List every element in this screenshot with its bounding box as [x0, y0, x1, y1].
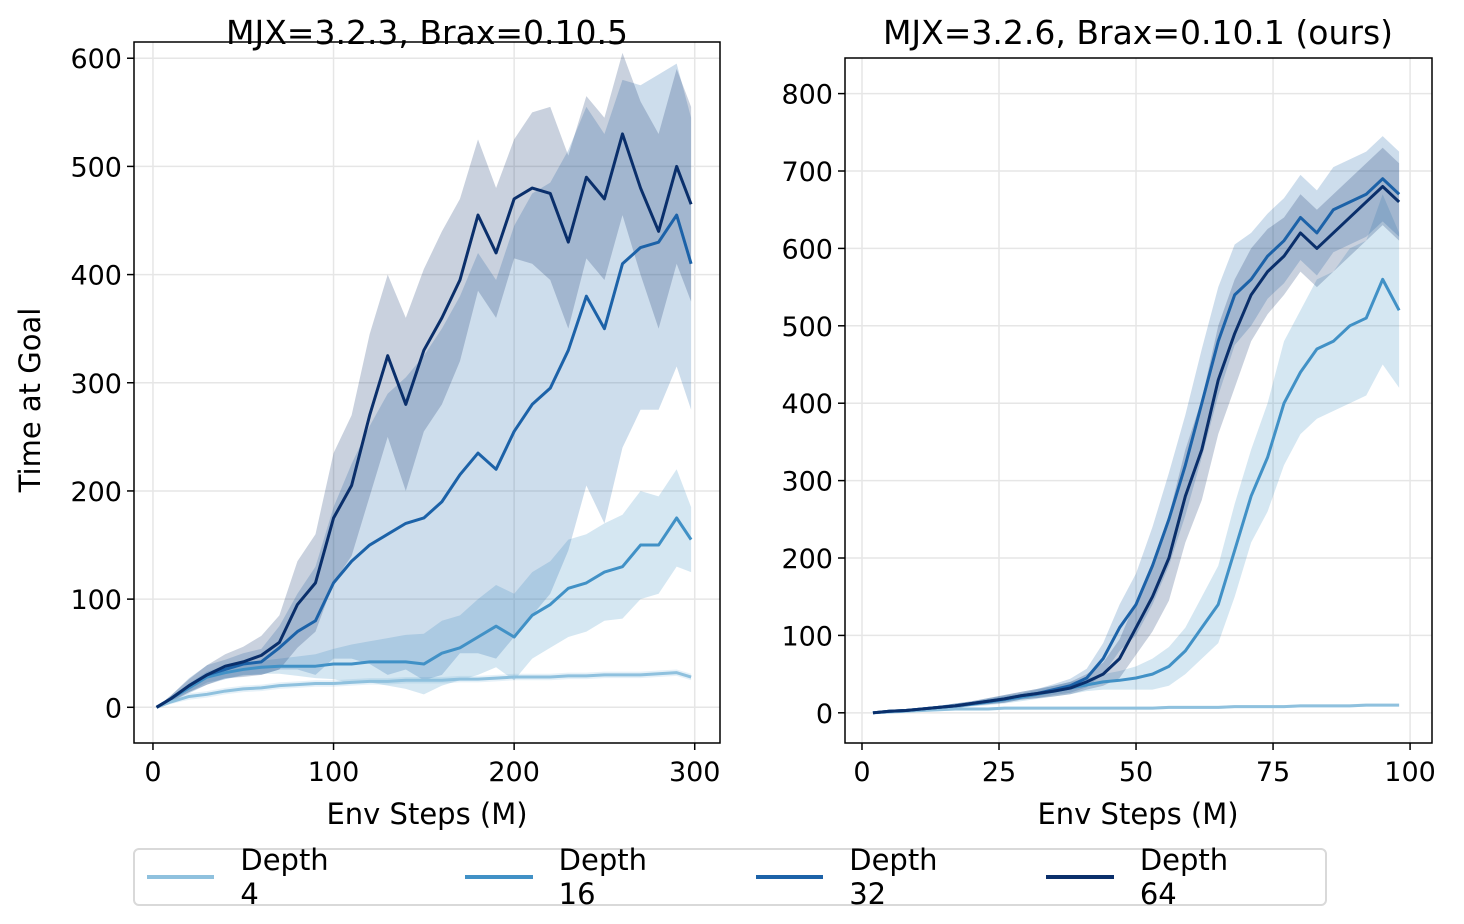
left-line-depth-16 — [155, 516, 693, 709]
left-x-tick-label: 0 — [144, 757, 161, 788]
left-line-depth-64 — [155, 132, 693, 709]
left-x-tick-label: 300 — [669, 757, 721, 788]
left-panel: MJX=3.2.3, Brax=0.10.5 Env Steps (M) Tim… — [13, 13, 721, 831]
legend-item-depth-64: Depth 64 — [1046, 843, 1273, 911]
left-band-depth-16 — [156, 469, 692, 708]
right-y-tick-label: 100 — [781, 621, 833, 652]
right-axes-frame — [844, 57, 1433, 744]
right-y-tick-label: 200 — [781, 544, 833, 575]
left-x-axis-label: Env Steps (M) — [326, 797, 527, 831]
left-y-tick-label: 100 — [70, 585, 122, 616]
left-y-tick-label: 500 — [70, 152, 122, 183]
right-y-tick-label: 500 — [781, 312, 833, 343]
left-y-tick-label: 0 — [105, 693, 122, 724]
legend-item-depth-32: Depth 32 — [755, 843, 983, 911]
right-x-tick-label: 75 — [1256, 757, 1290, 788]
left-line-depth-32 — [155, 213, 693, 709]
left-y-tick-label: 600 — [70, 44, 122, 75]
right-y-tick-label: 400 — [781, 389, 833, 420]
right-x-tick-label: 25 — [982, 757, 1016, 788]
right-x-tick-label: 100 — [1384, 757, 1436, 788]
left-band-depth-4 — [156, 669, 692, 708]
right-panel: MJX=3.2.6, Brax=0.10.1 (ours) Env Steps … — [781, 13, 1435, 831]
right-title: MJX=3.2.6, Brax=0.10.1 (ours) — [883, 13, 1393, 52]
legend-item-depth-4: Depth 4 — [147, 843, 355, 911]
legend-item-depth-16: Depth 16 — [465, 843, 692, 911]
right-line-depth-4 — [872, 703, 1400, 715]
legend: Depth 4 Depth 16 Depth 32 Depth 64 — [133, 843, 1327, 911]
right-x-tick-label: 0 — [853, 757, 870, 788]
left-y-axis-label: Time at Goal — [13, 308, 47, 494]
legend-label: Depth 16 — [558, 843, 647, 911]
legend-line-depth-64 — [1046, 875, 1114, 879]
left-x-tick-label: 100 — [308, 757, 360, 788]
legend-label: Depth 64 — [1139, 843, 1229, 911]
left-y-tick-label: 300 — [70, 369, 122, 400]
legend-label: Depth 32 — [849, 843, 938, 911]
left-x-tick-label: 200 — [488, 757, 540, 788]
left-y-tick-label: 200 — [70, 477, 122, 508]
right-line-depth-64 — [872, 184, 1401, 715]
right-x-tick-label: 50 — [1119, 757, 1153, 788]
left-band-depth-32 — [156, 63, 692, 708]
legend-line-depth-32 — [755, 875, 824, 879]
right-band-depth-32 — [872, 136, 1400, 713]
right-y-tick-label: 600 — [781, 234, 833, 265]
right-y-tick-label: 700 — [781, 157, 833, 188]
left-line-depth-4 — [156, 671, 692, 709]
legend-line-depth-4 — [147, 875, 215, 879]
left-axes-frame — [133, 41, 721, 744]
right-y-tick-label: 800 — [781, 80, 833, 111]
right-x-axis-label: Env Steps (M) — [1037, 797, 1238, 831]
right-y-tick-label: 0 — [816, 699, 833, 730]
right-band-depth-64 — [872, 147, 1400, 713]
left-y-tick-label: 400 — [70, 261, 122, 292]
legend-label: Depth 4 — [240, 843, 329, 911]
legend-line-depth-16 — [465, 875, 533, 879]
right-y-tick-label: 300 — [781, 467, 833, 498]
left-title: MJX=3.2.3, Brax=0.10.5 — [226, 13, 628, 52]
